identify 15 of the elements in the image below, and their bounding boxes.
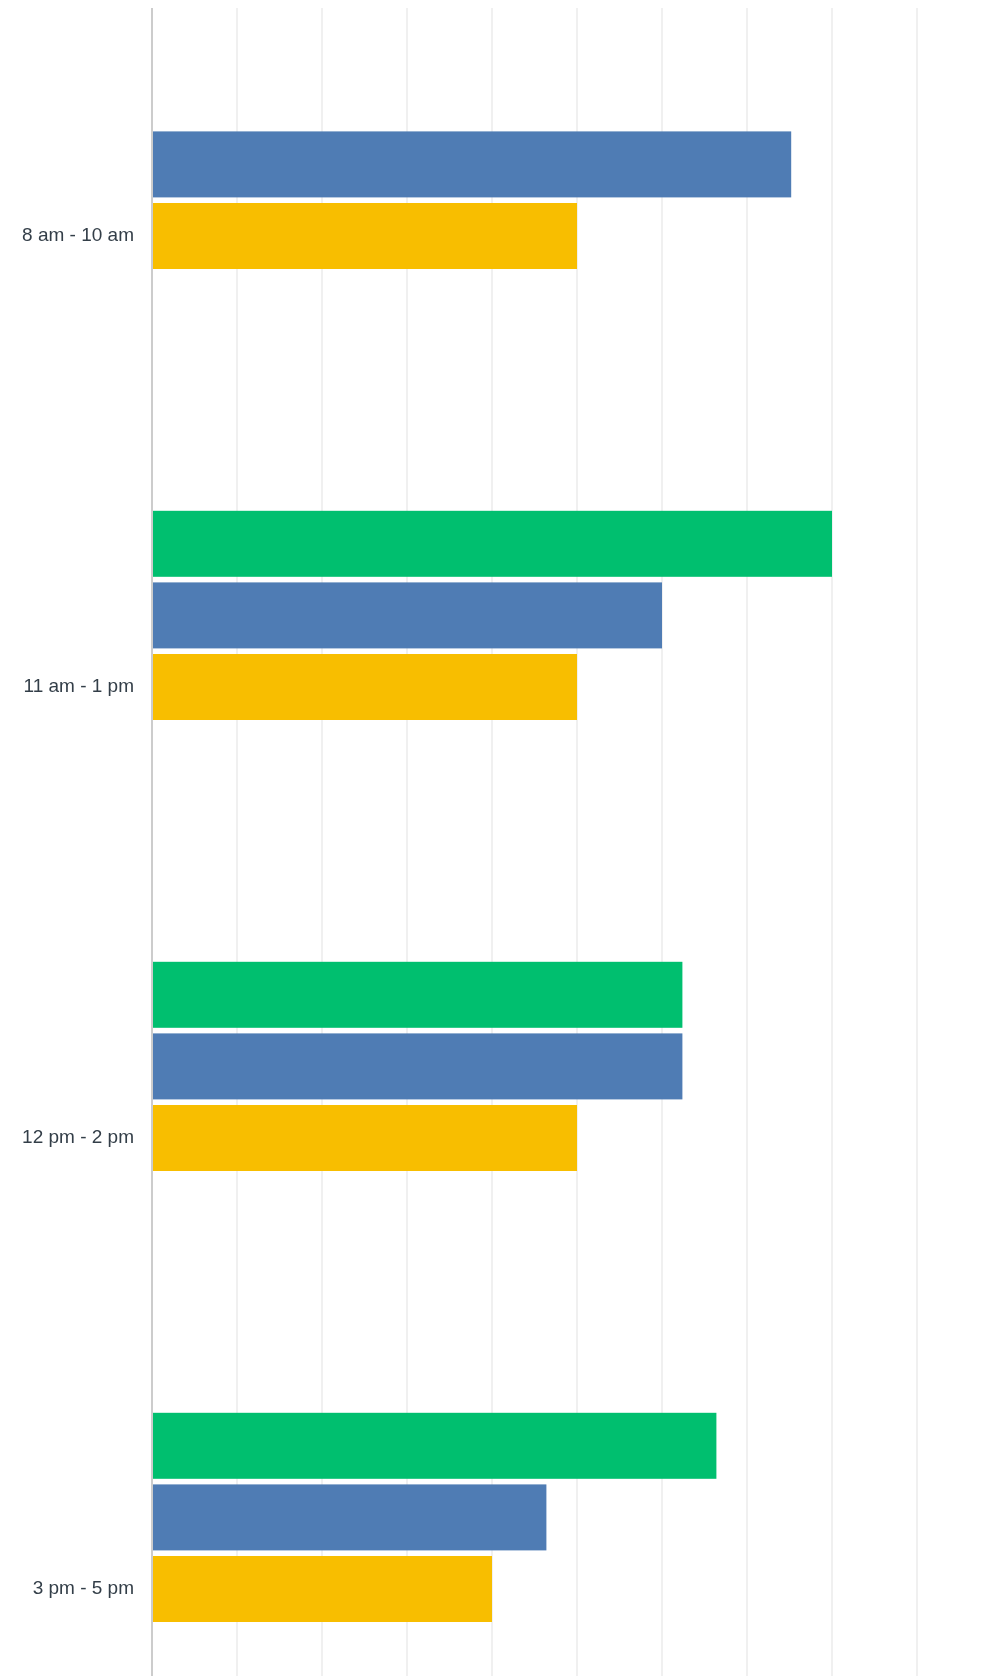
bar [152,582,662,649]
bar [152,1556,492,1622]
bar [152,1412,717,1479]
y-tick-label: 11 am - 1 pm [23,675,134,697]
bar [152,203,577,269]
y-tick-label: 8 am - 10 am [22,224,134,246]
y-tick-label: 12 pm - 2 pm [22,1126,134,1148]
bar [152,131,792,198]
bar [152,510,832,577]
y-tick-label: 3 pm - 5 pm [32,1577,134,1599]
bar [152,961,683,1028]
bar [152,1105,577,1171]
bar [152,1484,547,1551]
bar [152,654,577,720]
bar [152,1033,683,1100]
